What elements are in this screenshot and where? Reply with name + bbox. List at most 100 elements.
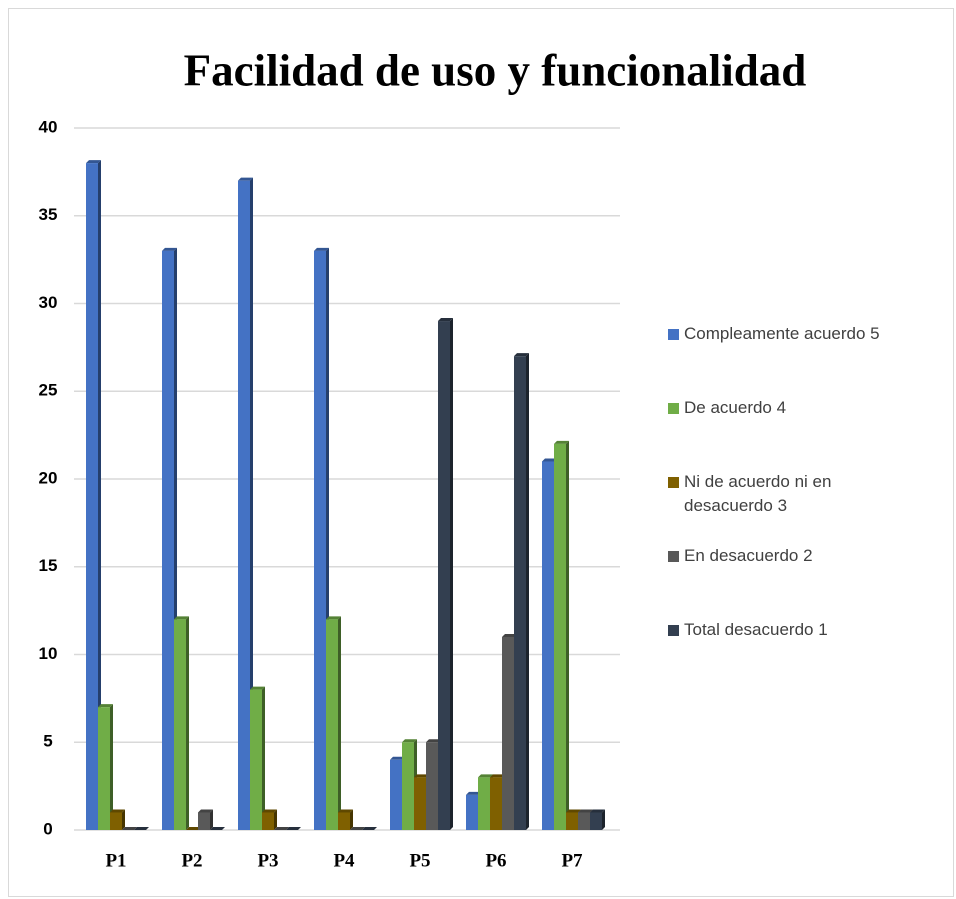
bar-top [578, 809, 593, 813]
bar-top [514, 353, 529, 357]
bar-top [286, 827, 301, 830]
legend-item: De acuerdo 4 [668, 398, 894, 420]
x-tick-label: P6 [485, 850, 506, 871]
y-tick-label: 5 [43, 732, 52, 751]
bar [514, 356, 526, 830]
bar [426, 742, 438, 830]
bar-side [526, 353, 529, 830]
y-tick-label: 15 [39, 556, 58, 575]
bar [314, 250, 326, 831]
bar-side [602, 809, 605, 830]
bar [590, 812, 602, 830]
x-tick-label: P2 [181, 850, 202, 871]
y-tick-label: 20 [39, 468, 58, 487]
bar-top [134, 827, 149, 830]
legend-swatch [668, 625, 679, 636]
bar [250, 689, 262, 830]
bar-top [390, 756, 405, 760]
y-tick-label: 0 [43, 819, 52, 838]
bar-top [566, 809, 581, 813]
bar-top [238, 177, 253, 181]
legend-label: Compleamente acuerdo 5 [684, 324, 880, 343]
y-tick-label: 30 [39, 293, 58, 312]
bar-top [98, 704, 113, 708]
bar-top [174, 616, 189, 620]
chart-border [8, 8, 954, 897]
bar-top [502, 633, 517, 637]
bar [502, 636, 514, 830]
y-tick-label: 35 [39, 205, 58, 224]
legend-label: Ni de acuerdo ni en desacuerdo 3 [684, 472, 832, 515]
x-tick-label: P3 [257, 850, 278, 871]
bar-top [414, 774, 429, 778]
bar-side [210, 809, 213, 830]
bar-side [250, 177, 253, 830]
bar [566, 812, 578, 830]
bar-top [542, 458, 557, 462]
bar [438, 321, 450, 830]
bar-side [262, 686, 265, 830]
x-tick-label: P5 [409, 850, 430, 871]
bar [86, 163, 98, 831]
bar-top [438, 318, 453, 322]
legend-item: En desacuerdo 2 [668, 546, 894, 568]
bar [414, 777, 426, 830]
legend-swatch [668, 403, 679, 414]
bar-side [450, 318, 453, 830]
bar [326, 619, 338, 830]
bar-top [162, 247, 177, 251]
bar [542, 461, 554, 830]
bar-side [122, 809, 125, 830]
bar-top [250, 686, 265, 690]
bar [466, 794, 478, 830]
chart-title: Facilidad de uso y funcionalidad [184, 45, 807, 95]
legend-item: Ni de acuerdo ni en desacuerdo 3 [668, 472, 894, 518]
x-tick-label: P1 [105, 850, 126, 871]
x-tick-label: P4 [333, 850, 355, 871]
bar [174, 619, 186, 830]
bar [198, 812, 210, 830]
bar [490, 777, 502, 830]
x-tick-label: P7 [561, 850, 583, 871]
bar-top [122, 827, 137, 830]
bar [578, 812, 590, 830]
bar-side [186, 616, 189, 830]
legend-label: En desacuerdo 2 [684, 546, 813, 565]
legend-swatch [668, 329, 679, 340]
bar-top [338, 809, 353, 813]
bar-top [326, 616, 341, 620]
bar-top [110, 809, 125, 813]
bar-top [274, 827, 289, 830]
bar [338, 812, 350, 830]
legend-swatch [668, 551, 679, 562]
bar-top [198, 809, 213, 813]
legend-item: Compleamente acuerdo 5 [668, 324, 894, 346]
bar-top [86, 160, 101, 164]
bar [262, 812, 274, 830]
legend-label: De acuerdo 4 [684, 398, 787, 417]
bar-top [466, 791, 481, 795]
bar-top [426, 739, 441, 743]
bar [390, 759, 402, 830]
bar-side [110, 704, 113, 830]
bar-top [478, 774, 493, 778]
bar [162, 250, 174, 831]
bar-top [210, 827, 225, 830]
bar-top [362, 827, 377, 830]
y-tick-label: 25 [39, 381, 58, 400]
bar-top [314, 247, 329, 251]
bar [238, 180, 250, 830]
y-tick-label: 10 [39, 644, 58, 663]
legend-label: Total desacuerdo 1 [684, 620, 828, 639]
legend-swatch [668, 477, 679, 488]
bar [554, 443, 566, 830]
bar [402, 742, 414, 830]
legend-item: Total desacuerdo 1 [668, 620, 894, 642]
bar-side [350, 809, 353, 830]
bar [98, 707, 110, 830]
bar-top [186, 827, 201, 830]
bar-side [274, 809, 277, 830]
bar-top [402, 739, 417, 743]
bar [110, 812, 122, 830]
